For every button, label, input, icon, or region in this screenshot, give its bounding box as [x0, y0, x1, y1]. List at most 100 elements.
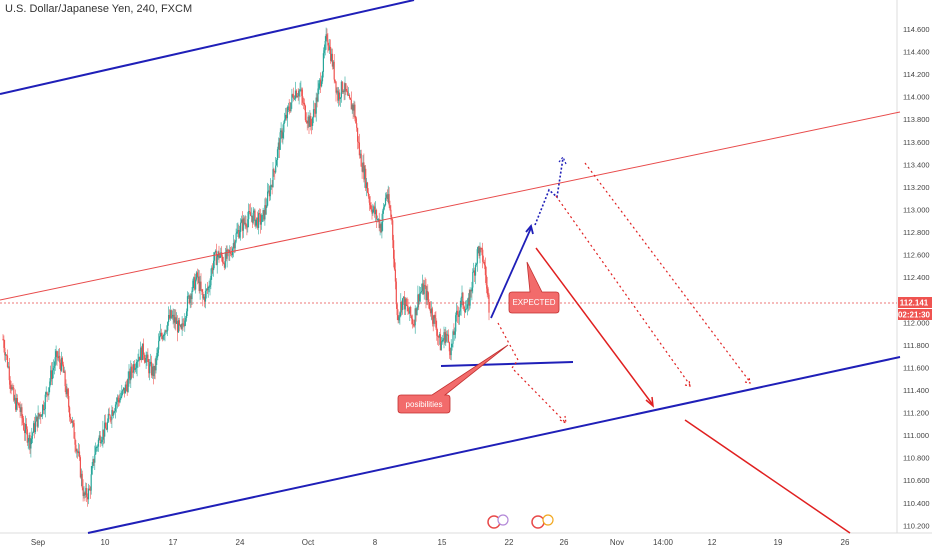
candle-body	[301, 89, 303, 97]
candle-body	[178, 320, 180, 326]
candle-body	[384, 205, 386, 208]
red-down-arrow[interactable]	[535, 247, 654, 406]
candle-body	[267, 190, 270, 192]
price-axis[interactable]: 114.600 114.400 114.200 114.000 113.800 113.6…	[903, 25, 930, 530]
candle-body	[96, 446, 98, 448]
support-line[interactable]	[440, 361, 574, 367]
event-marker-4[interactable]	[542, 514, 554, 526]
candle-body	[423, 285, 425, 295]
candle-body	[456, 310, 459, 315]
candle-body	[204, 290, 207, 302]
event-marker-2[interactable]	[497, 514, 509, 526]
time-axis[interactable]: Sep 10 17 24 Oct 8 15 22 26 Nov 14:00 12 19 26	[31, 538, 850, 547]
candle-body	[197, 276, 199, 278]
candle-body	[9, 380, 11, 385]
candle-body	[26, 429, 28, 443]
candle-body	[442, 339, 444, 342]
expected-callout-text: EXPECTED	[512, 298, 555, 307]
candle-body	[268, 190, 270, 197]
candle-body	[165, 330, 167, 332]
price-tick-label: 113.600	[903, 138, 930, 147]
candle-body	[204, 296, 206, 302]
candle-body	[260, 221, 262, 225]
candle-body	[7, 366, 9, 368]
candle-body	[306, 122, 308, 124]
candle-body	[144, 359, 146, 363]
price-tick-label: 112.000	[903, 318, 930, 327]
candle-body	[258, 213, 261, 215]
candle-body	[166, 330, 168, 332]
candle-body	[388, 194, 390, 206]
candle-body	[202, 291, 204, 299]
blue-up-arrow[interactable]	[490, 227, 532, 319]
candle-body	[361, 166, 363, 172]
candle-body	[285, 114, 288, 119]
candle-body	[192, 280, 194, 291]
candle-body	[429, 308, 432, 314]
time-tick-label: 24	[236, 538, 245, 547]
candle-body	[207, 287, 209, 291]
red-dotted-path[interactable]	[497, 322, 566, 423]
candle-body	[303, 102, 306, 106]
candle-body	[104, 422, 106, 437]
mid-channel-line[interactable]	[0, 111, 901, 301]
candle-body	[326, 34, 328, 40]
candle-body	[450, 347, 452, 356]
candle-body	[289, 110, 291, 112]
candle-body	[196, 272, 198, 277]
candle-body	[333, 61, 335, 80]
candle-body	[373, 206, 375, 210]
candle-body	[430, 308, 432, 314]
candle-body	[63, 371, 65, 373]
candle-body	[42, 404, 44, 416]
candle-body	[5, 354, 7, 356]
event-marker-3[interactable]	[531, 515, 545, 529]
candle-body	[478, 246, 480, 256]
candle-body	[231, 254, 233, 256]
time-tick-label: 26	[841, 538, 850, 547]
candle-body	[457, 314, 459, 317]
candle-body	[438, 336, 440, 338]
candle-body	[213, 252, 216, 261]
candle-body	[106, 421, 108, 430]
posibilities-callout[interactable]: posibilities	[397, 344, 509, 414]
candle-body	[10, 384, 12, 390]
candle-body	[431, 308, 433, 320]
blue-dotted-path[interactable]	[534, 157, 564, 226]
candle-body	[311, 125, 313, 127]
candle-body	[130, 366, 132, 381]
candle-body	[381, 221, 383, 233]
candle-body	[345, 83, 347, 91]
candle-body	[330, 53, 333, 61]
red-extension-line[interactable]	[684, 419, 851, 534]
candle-body	[125, 384, 127, 387]
candle-body	[459, 307, 461, 312]
candle-body	[487, 288, 489, 295]
candle-body	[439, 334, 441, 351]
candle-body	[39, 414, 41, 417]
drawings-layer[interactable]: EXPECTED posibilities	[0, 0, 901, 534]
candle-body	[76, 450, 78, 452]
candle-body	[351, 104, 353, 110]
candle-body	[187, 295, 189, 297]
expected-callout[interactable]: EXPECTED	[508, 261, 560, 314]
candle-body	[445, 333, 447, 343]
candle-body	[398, 316, 400, 321]
red-dotted-line-1[interactable]	[555, 195, 691, 386]
candle-body	[252, 212, 254, 223]
candle-body	[256, 217, 258, 220]
candle-body	[203, 296, 205, 299]
candle-body	[64, 371, 66, 387]
candle-body	[274, 171, 276, 173]
candle-body	[402, 296, 405, 299]
price-tick-label: 113.200	[903, 183, 930, 192]
lower-channel-line[interactable]	[87, 356, 901, 534]
candle-body	[275, 165, 277, 173]
upper-channel-line[interactable]	[0, 0, 415, 95]
event-markers[interactable]	[487, 514, 554, 529]
candle-body	[390, 209, 392, 217]
candle-body	[167, 322, 169, 331]
red-dotted-line-2[interactable]	[584, 162, 751, 383]
candle-body	[247, 219, 249, 228]
